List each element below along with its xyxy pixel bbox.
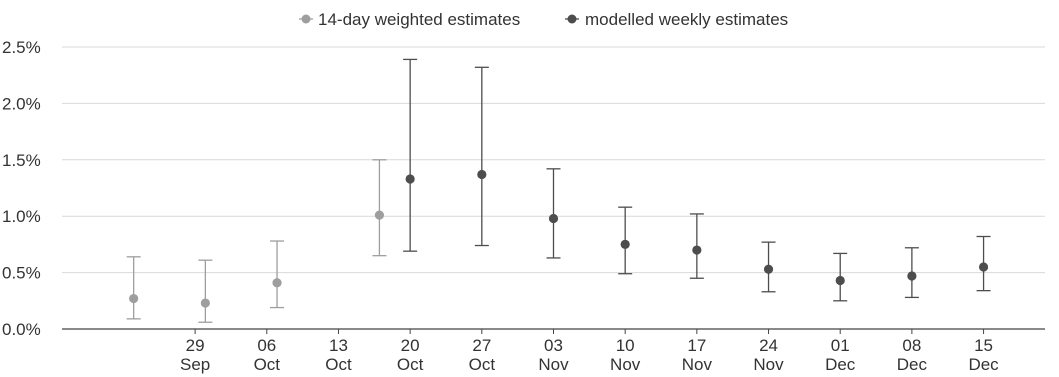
x-tick-month: Dec (897, 355, 928, 374)
legend-label-modelled: modelled weekly estimates (585, 10, 788, 29)
x-tick-day: 01 (831, 336, 850, 355)
legend-marker-weighted (301, 14, 311, 24)
x-tick-month: Nov (682, 355, 713, 374)
y-tick-label: 0.5% (2, 264, 41, 283)
x-tick-month: Oct (469, 355, 496, 374)
x-tick-day: 20 (401, 336, 420, 355)
x-tick-day: 29 (186, 336, 205, 355)
y-tick-label: 0.0% (2, 320, 41, 339)
x-tick-month: Nov (753, 355, 784, 374)
data-point (477, 169, 487, 180)
legend: 14-day weighted estimates modelled weekl… (299, 10, 788, 29)
data-point (692, 245, 702, 255)
data-point (763, 264, 774, 274)
x-tick-day: 15 (974, 336, 993, 355)
data-point (374, 210, 385, 220)
legend-marker-modelled (567, 14, 577, 24)
data-point (548, 213, 559, 224)
x-tick-month: Oct (325, 355, 352, 374)
data-point (200, 298, 210, 308)
x-tick-month: Oct (254, 355, 281, 374)
series-layer (126, 58, 991, 323)
x-tick-day: 17 (687, 336, 706, 355)
x-axis: 29Sep06Oct13Oct20Oct27Oct03Nov10Nov17Nov… (180, 329, 999, 374)
data-point (835, 275, 845, 286)
x-tick-month: Sep (180, 355, 210, 374)
x-tick-month: Oct (397, 355, 424, 374)
x-tick-day: 27 (472, 336, 491, 355)
x-tick-day: 24 (759, 336, 778, 355)
y-tick-label: 2.5% (2, 38, 41, 57)
legend-label-weighted: 14-day weighted estimates (318, 10, 520, 29)
x-tick-month: Dec (825, 355, 856, 374)
series-weighted (126, 159, 387, 323)
y-tick-label: 2.0% (2, 94, 41, 113)
x-tick-month: Dec (968, 355, 999, 374)
x-tick-day: 13 (329, 336, 348, 355)
legend-item-weighted: 14-day weighted estimates (299, 10, 520, 29)
data-point (620, 239, 630, 249)
y-tick-label: 1.0% (2, 207, 41, 226)
x-tick-month: Nov (538, 355, 569, 374)
x-tick-day: 08 (902, 336, 921, 355)
x-tick-day: 03 (544, 336, 563, 355)
x-tick-day: 06 (257, 336, 276, 355)
y-tick-label: 1.5% (2, 151, 41, 170)
x-tick-day: 10 (616, 336, 635, 355)
data-point (129, 293, 139, 304)
x-tick-month: Nov (610, 355, 641, 374)
data-point (272, 278, 282, 288)
legend-item-modelled: modelled weekly estimates (565, 10, 788, 29)
data-point (405, 174, 415, 184)
series-modelled (403, 58, 991, 302)
data-point (978, 262, 989, 272)
data-point (907, 271, 917, 281)
y-axis: 0.0% 0.5% 1.0% 1.5% 2.0% 2.5% (2, 38, 41, 339)
